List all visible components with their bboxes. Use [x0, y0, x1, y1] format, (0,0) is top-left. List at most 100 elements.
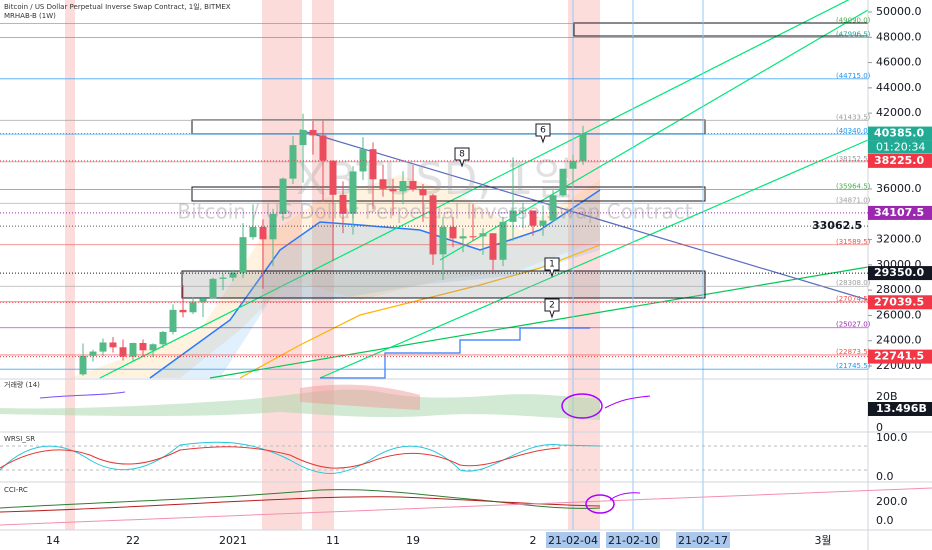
y-tick-label: 46000.0	[876, 56, 922, 69]
pane-tag-bg	[868, 402, 932, 416]
candle-body	[189, 302, 197, 313]
candle-body	[319, 135, 327, 161]
level-label: (28308.0)	[836, 279, 871, 287]
candle-body	[89, 351, 97, 356]
candle-body	[399, 181, 407, 192]
candle-body	[519, 210, 527, 212]
candle-body	[149, 344, 157, 351]
candle-body	[539, 220, 547, 226]
candle-body	[489, 233, 497, 260]
candle-body	[179, 309, 187, 313]
candle-body	[329, 160, 337, 195]
candle-body	[419, 189, 427, 196]
level-label: (35964.5)	[836, 182, 871, 190]
y-tick-label: 42000.0	[876, 106, 922, 119]
level-label: (21745.5)	[836, 362, 871, 370]
level-label: (27074.5)	[836, 295, 871, 303]
y-tick-label: 26000.0	[876, 308, 922, 321]
x-tick-label: 21-02-10	[608, 534, 658, 547]
callout-label: 2	[549, 301, 555, 311]
pane-title: 거래량 (14)	[4, 380, 40, 389]
price-tag: 38225.0	[874, 154, 924, 167]
x-tick-label: 2021	[219, 534, 247, 547]
price-tag-bg	[868, 153, 932, 168]
candle-body	[549, 195, 557, 221]
level-label: (34871.0)	[836, 196, 871, 204]
pane-tick-label: 0.0	[876, 514, 894, 527]
price-tag-bg	[868, 266, 932, 281]
candle-body	[279, 178, 287, 214]
x-tick-label: 21-02-04	[548, 534, 598, 547]
candle-body	[409, 181, 417, 189]
trend-lines	[99, 0, 869, 379]
y-tick-label: 36000.0	[876, 182, 922, 195]
candle-body	[339, 194, 347, 214]
candle-body	[349, 171, 357, 214]
candle-body	[389, 188, 397, 192]
pane-tick-label: 200.0	[876, 495, 908, 508]
price-tag-bg	[868, 295, 932, 310]
date-lines	[572, 0, 704, 530]
level-label: (22873.5)	[836, 348, 871, 356]
x-tick-label: 21-02-17	[678, 534, 728, 547]
price-tag-bg	[868, 349, 932, 364]
candle-body	[469, 236, 477, 238]
candle-body	[209, 278, 217, 299]
cci-lines	[0, 487, 932, 526]
candle-body	[449, 226, 457, 239]
chart-title: Bitcoin / US Dollar Perpetual Inverse Sw…	[4, 2, 231, 11]
y-tick-label: 28000.0	[876, 283, 922, 296]
countdown-bg	[868, 140, 932, 154]
x-tick-label: 2	[530, 534, 537, 547]
countdown: 01:20:34	[876, 141, 925, 154]
candle-body	[199, 298, 207, 303]
callout-label: 1	[549, 260, 555, 270]
pane-tick-label: 20B	[876, 390, 898, 403]
pane-tick-label: 0.0	[876, 470, 894, 483]
price-tag: 29350.0	[874, 266, 924, 279]
candle-body	[239, 237, 247, 273]
level-label: (25027.0)	[836, 321, 871, 329]
candle-body	[259, 226, 267, 240]
level-label: (38152.5)	[836, 155, 871, 163]
candle-body	[299, 129, 307, 146]
callout-label: 6	[540, 126, 546, 136]
x-tick-label: 3월	[814, 534, 831, 547]
pane-tick-label: 0	[876, 421, 883, 434]
candle-body	[289, 145, 297, 179]
level-label: (31589.5)	[836, 238, 871, 246]
y-tick-label: 44000.0	[876, 81, 922, 94]
candle-body	[129, 342, 137, 357]
price-tag: 34107.5	[874, 206, 924, 219]
candle-body	[529, 210, 537, 226]
zones	[181, 22, 869, 299]
candle-body	[219, 277, 227, 279]
x-tick-label: 19	[406, 534, 420, 547]
y-tick-label: 32000.0	[876, 233, 922, 246]
price-tag: 27039.5	[874, 295, 924, 308]
pane-tag: 13.496B	[876, 402, 927, 415]
y-tick-label: 50000.0	[876, 5, 922, 18]
candle-body	[459, 236, 467, 239]
callout	[544, 257, 560, 278]
candle-body	[379, 179, 387, 189]
x-tick-label: 11	[326, 534, 340, 547]
callout	[454, 147, 470, 168]
price-tag-bg	[868, 126, 932, 141]
x-tick-label: 14	[46, 534, 60, 547]
candle-body	[99, 342, 107, 352]
level-label: (41433.5)	[836, 113, 871, 121]
candle-body	[359, 149, 367, 172]
pane-title: CCI-RC	[4, 486, 28, 494]
candle-body	[229, 272, 237, 278]
candle-body	[499, 221, 507, 260]
candle-body	[369, 149, 377, 180]
candle-body	[559, 168, 567, 196]
date-box	[676, 532, 730, 548]
date-box	[606, 532, 660, 548]
candle-body	[429, 195, 437, 255]
candle-body	[169, 309, 177, 332]
chart-subtitle: MRHAB-B (1W)	[4, 12, 56, 20]
